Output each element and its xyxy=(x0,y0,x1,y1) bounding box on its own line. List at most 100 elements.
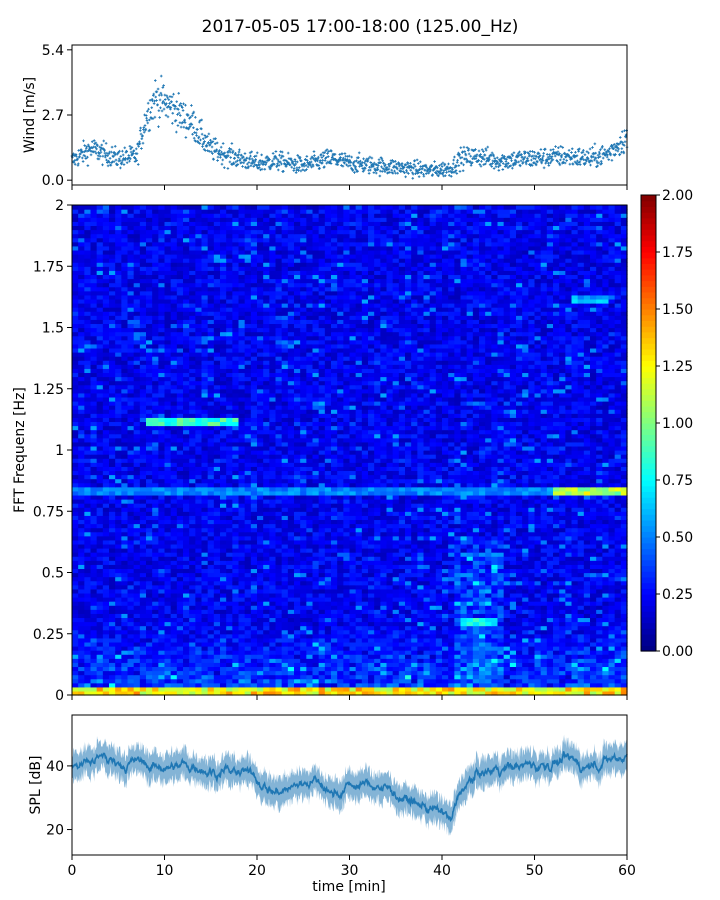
spectrogram-cell xyxy=(220,650,227,655)
spectrogram-cell xyxy=(466,572,474,578)
spectrogram-cell xyxy=(540,584,548,590)
spectrogram-cell xyxy=(294,621,301,627)
spectrogram-cell xyxy=(300,609,307,614)
spectrogram-cell xyxy=(275,678,283,684)
spectrogram-cell xyxy=(485,556,492,561)
spectrogram-cell xyxy=(571,564,579,570)
spectrogram-cell xyxy=(84,580,92,586)
spectrogram-cell xyxy=(232,678,240,684)
spectrogram-cell xyxy=(121,674,129,680)
spectrogram-cell xyxy=(337,662,344,668)
spectrogram-cell xyxy=(361,609,369,614)
spectrogram-cell xyxy=(392,617,400,623)
spectrogram-cell xyxy=(590,658,597,663)
spectrogram-cell xyxy=(300,564,307,570)
spectrogram-cell xyxy=(466,548,474,553)
spectrogram-cell xyxy=(127,629,135,635)
spectrogram-cell xyxy=(331,576,338,582)
spectrogram-cell xyxy=(121,572,129,578)
spectrogram-cell xyxy=(115,650,122,655)
spectrogram-cell xyxy=(312,650,320,655)
spectrogram-cell xyxy=(485,580,492,586)
spectrogram-cell xyxy=(411,650,418,655)
spectrogram-cell xyxy=(411,576,418,582)
spectrogram-cell xyxy=(263,543,270,549)
spectrogram-cell xyxy=(306,605,314,610)
spectrogram-cell xyxy=(417,584,425,590)
spectrogram-cell xyxy=(158,592,166,598)
spectrogram-cell xyxy=(121,552,129,557)
spectrogram-cell xyxy=(84,646,92,651)
spectrogram-cell xyxy=(448,621,455,627)
spectrogram-cell xyxy=(158,572,166,578)
spectrogram-cell xyxy=(583,637,591,643)
spectrogram-cell xyxy=(294,552,301,557)
spectrogram-cell xyxy=(189,568,196,574)
spectrogram-cell xyxy=(392,564,400,570)
spectrogram-cell xyxy=(189,674,196,680)
spectrogram-cell xyxy=(96,601,104,606)
wind-point xyxy=(165,102,168,105)
spectrogram-cell xyxy=(361,588,369,594)
wind-point xyxy=(293,164,296,167)
spectrogram-cell xyxy=(411,662,418,668)
wind-point xyxy=(120,160,124,164)
spectrogram-cell xyxy=(491,564,499,570)
spectrogram-cell xyxy=(72,556,79,561)
spectrogram-cell xyxy=(528,588,536,594)
spectrogram-cell xyxy=(164,674,172,680)
spectrogram-cell xyxy=(183,617,190,623)
spectrogram-cell xyxy=(189,650,196,655)
spectrogram-cell xyxy=(466,629,474,635)
spectrogram-cell xyxy=(497,564,505,570)
spectrogram-cell xyxy=(232,560,240,565)
spectrogram-cell xyxy=(343,543,351,549)
spectrogram-cell xyxy=(472,576,480,582)
spectrogram-cell xyxy=(133,613,141,619)
spectrogram-cell xyxy=(115,592,122,598)
spectrogram-cell xyxy=(608,543,616,549)
spectrogram-cell xyxy=(423,662,431,668)
spectrogram-cell xyxy=(312,662,320,668)
spectrogram-cell xyxy=(176,597,184,602)
spectrogram-cell xyxy=(442,625,449,631)
spectrogram-cell xyxy=(368,552,375,557)
spectrogram-cell xyxy=(596,682,603,688)
spectrogram-cell xyxy=(84,613,92,619)
spectrogram-cell xyxy=(238,686,246,692)
spectrogram-cell xyxy=(466,674,474,680)
spectrogram-cell xyxy=(109,588,116,594)
spectrogram-cell xyxy=(516,654,523,659)
wind-point xyxy=(300,159,303,163)
spectrogram-cell xyxy=(281,535,289,541)
spectrogram-cell xyxy=(368,588,375,594)
spectrogram-cell xyxy=(435,641,443,647)
spectrogram-cell xyxy=(318,564,326,570)
spectrogram-cell xyxy=(226,580,233,586)
spectrogram-cell xyxy=(84,539,92,545)
spectrogram-cell xyxy=(460,592,468,598)
wind-point xyxy=(249,164,253,168)
spectrogram-cell xyxy=(577,625,585,631)
spectrogram-cell xyxy=(294,531,301,537)
spectrogram-cell xyxy=(472,617,480,623)
wind-point xyxy=(294,160,297,163)
spectrogram-cell xyxy=(540,601,548,606)
spectrogram-cell xyxy=(90,543,98,549)
spectrogram-cell xyxy=(250,686,258,692)
spectrogram-cell xyxy=(405,646,412,651)
spectrogram-cell xyxy=(109,613,116,619)
spectrogram-cell xyxy=(318,682,326,688)
spectrogram-cell xyxy=(509,686,517,692)
spectrogram-cell xyxy=(306,548,314,553)
wind-point xyxy=(480,159,483,163)
spectrogram-cell xyxy=(528,613,536,619)
spectrogram-cell xyxy=(238,658,246,663)
spectrogram-cell xyxy=(614,564,622,570)
spectrogram-cell xyxy=(368,658,375,663)
spectrogram-cell xyxy=(84,552,92,557)
spectrogram-cell xyxy=(139,682,147,688)
spectrogram-cell xyxy=(263,535,270,541)
spectrogram-cell xyxy=(405,584,412,590)
spectrogram-cell xyxy=(405,609,412,614)
